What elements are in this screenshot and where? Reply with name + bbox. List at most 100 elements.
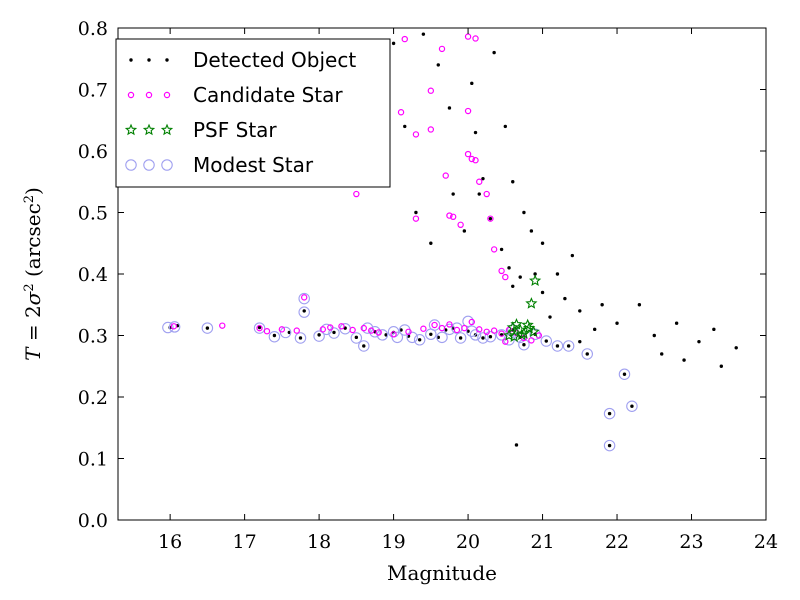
detected-object-point (607, 411, 612, 416)
legend-psf-star-label: PSF Star (193, 118, 277, 142)
detected-object-point (354, 335, 359, 340)
psf-star-point (515, 328, 528, 341)
detected-object-point (488, 335, 493, 339)
candidate-star-point (472, 157, 479, 164)
detected-object-point (674, 321, 679, 325)
modest-star-point (454, 332, 467, 344)
candidate-star-point (353, 190, 360, 198)
candidate-star-point (278, 326, 286, 333)
x-tick-label: 17 (233, 531, 257, 553)
candidate-star-point (464, 150, 472, 158)
candidate-star-point (349, 326, 356, 334)
detected-object-point (473, 130, 478, 135)
detected-object-point (399, 328, 403, 332)
detected-object-point (555, 272, 560, 276)
candidate-star-point (427, 126, 435, 133)
detected-object-point (533, 272, 537, 276)
x-tick-label: 16 (158, 531, 182, 553)
legend-modest-star-label: Modest Star (193, 153, 314, 177)
modest-star-point (279, 326, 292, 339)
detected-object-point (563, 296, 567, 301)
detected-object-point (287, 330, 292, 335)
y-tick-label: 0.6 (78, 141, 108, 163)
detected-object-point (391, 41, 396, 46)
psf-star-point (527, 325, 540, 338)
detected-object-point (544, 339, 548, 343)
y-tick-label: 0.4 (78, 264, 108, 286)
candidate-star-point (420, 325, 427, 332)
candidate-star-point (502, 338, 509, 345)
detected-object-point (481, 176, 485, 181)
candidate-star-point (472, 35, 479, 42)
candidate-star-point (487, 215, 494, 222)
y-tick-label: 0.8 (78, 18, 108, 40)
detected-object-point (578, 339, 582, 344)
y-tick-label: 0.1 (78, 449, 108, 471)
psf-star-point (521, 318, 534, 331)
y-tick-label: 0.5 (78, 203, 108, 225)
candidate-star-point (528, 337, 535, 344)
candidate-star-point (390, 331, 397, 338)
x-tick-label: 21 (530, 531, 554, 553)
modest-star-point (484, 330, 497, 343)
x-tick-label: 19 (381, 531, 405, 553)
detected-object-point (660, 352, 664, 356)
candidate-star-point (446, 321, 453, 328)
detected-object-point (499, 247, 504, 252)
modest-star-point (436, 331, 448, 344)
detected-object-point (429, 332, 433, 336)
detected-object-point (607, 443, 612, 448)
legend-modest-star-marker (143, 159, 155, 171)
detected-object-point (548, 315, 552, 319)
modest-star-point (313, 330, 325, 342)
candidate-star-point (483, 328, 490, 336)
detected-object-point (332, 330, 336, 335)
candidate-star-point (453, 326, 461, 334)
modest-star-point (328, 327, 340, 339)
detected-object-point (429, 241, 433, 245)
modest-star-point (391, 331, 404, 344)
candidate-star-point (498, 267, 505, 275)
modest-star-point (551, 340, 564, 352)
detected-object-point (719, 364, 724, 368)
modest-star-point (428, 319, 441, 331)
x-tick-label: 20 (456, 531, 480, 553)
candidate-star-point (338, 323, 345, 330)
modest-star-point (298, 292, 310, 305)
candidate-star-point (405, 328, 412, 336)
psf-star-point (525, 297, 538, 309)
legend-modest-star-marker (161, 159, 173, 171)
data-points-layer (162, 32, 738, 452)
modest-star-point (162, 321, 174, 334)
detected-object-point (421, 32, 426, 36)
detected-object-point (488, 216, 493, 221)
modest-star-point (540, 335, 553, 347)
detected-object-point (540, 241, 545, 245)
detected-object-point (436, 63, 440, 67)
modest-star-point (618, 368, 631, 380)
candidate-star-point (256, 324, 263, 332)
candidate-star-point (461, 324, 468, 332)
legend-detected-object-marker (129, 58, 133, 62)
detected-object-point (317, 333, 321, 337)
candidate-star-point (464, 33, 472, 40)
candidate-star-point (401, 35, 408, 43)
detected-object-point (522, 210, 526, 215)
candidate-star-point (375, 329, 382, 336)
detected-object-point (507, 266, 511, 270)
detected-object-point (511, 284, 515, 288)
x-tick-label: 24 (754, 531, 778, 553)
legend-psf-star-marker (160, 123, 174, 136)
modest-star-point (358, 340, 370, 352)
detected-object-point (518, 275, 522, 279)
modest-star-point (603, 439, 616, 452)
candidate-star-point (293, 327, 300, 334)
modest-star-point (413, 334, 426, 346)
legend-candidate-star-marker (163, 91, 171, 99)
x-tick-label: 22 (605, 531, 629, 553)
candidate-star-point (464, 107, 472, 115)
detected-object-point (734, 346, 738, 350)
candidate-star-point (438, 324, 446, 332)
detected-object-point (615, 321, 619, 325)
modest-star-point (350, 332, 363, 344)
